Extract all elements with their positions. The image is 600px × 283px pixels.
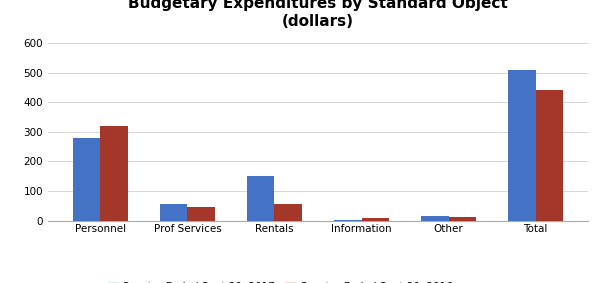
Bar xyxy=(274,204,302,221)
Bar xyxy=(508,70,536,221)
Bar xyxy=(160,204,187,221)
Bar xyxy=(334,220,362,221)
Bar xyxy=(362,218,389,221)
Title: Budgetary Expenditures by Standard Object
(dollars): Budgetary Expenditures by Standard Objec… xyxy=(128,0,508,29)
Bar xyxy=(73,138,100,221)
Bar xyxy=(247,176,274,221)
Bar xyxy=(536,90,563,221)
Legend: Quarter Ended Sept 30, 2017, Quarter Ended Sept 30, 2016: Quarter Ended Sept 30, 2017, Quarter End… xyxy=(103,278,457,283)
Bar xyxy=(100,127,128,221)
Bar xyxy=(449,217,476,221)
Bar xyxy=(421,216,449,221)
Bar xyxy=(187,207,215,221)
